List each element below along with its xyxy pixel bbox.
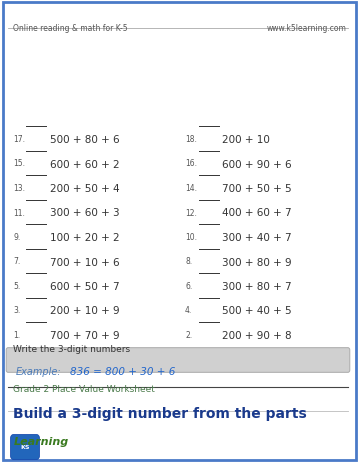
Text: 200 + 10: 200 + 10: [222, 135, 270, 144]
Text: 14.: 14.: [185, 184, 197, 193]
Text: Online reading & math for K-5: Online reading & math for K-5: [13, 24, 128, 33]
Text: 12.: 12.: [185, 208, 197, 217]
Text: 700 + 10 + 6: 700 + 10 + 6: [50, 257, 120, 267]
Text: 4.: 4.: [185, 306, 192, 315]
Text: 500 + 40 + 5: 500 + 40 + 5: [222, 306, 292, 316]
Text: 500 + 80 + 6: 500 + 80 + 6: [50, 135, 120, 144]
Text: 200 + 10 + 9: 200 + 10 + 9: [50, 306, 120, 316]
Text: 16.: 16.: [185, 159, 197, 168]
Text: Grade 2 Place Value Worksheet: Grade 2 Place Value Worksheet: [13, 384, 155, 393]
Text: 700 + 70 + 9: 700 + 70 + 9: [50, 330, 120, 340]
Text: 1.: 1.: [13, 330, 20, 339]
Text: 6.: 6.: [185, 282, 192, 290]
Text: 300 + 80 + 9: 300 + 80 + 9: [222, 257, 292, 267]
Text: 11.: 11.: [13, 208, 25, 217]
Text: 836 = 800 + 30 + 6: 836 = 800 + 30 + 6: [70, 366, 176, 376]
Text: Example:: Example:: [16, 366, 62, 376]
Text: www.k5learning.com: www.k5learning.com: [267, 24, 347, 33]
FancyBboxPatch shape: [6, 348, 350, 373]
Text: 8.: 8.: [185, 257, 192, 266]
Text: 600 + 50 + 7: 600 + 50 + 7: [50, 282, 120, 291]
Text: 300 + 60 + 3: 300 + 60 + 3: [50, 208, 120, 218]
Text: 7.: 7.: [13, 257, 20, 266]
Text: Build a 3-digit number from the parts: Build a 3-digit number from the parts: [13, 406, 307, 420]
FancyBboxPatch shape: [3, 3, 356, 460]
Text: 9.: 9.: [13, 232, 20, 242]
Text: 600 + 90 + 6: 600 + 90 + 6: [222, 159, 292, 169]
Text: Learning: Learning: [14, 436, 69, 446]
Text: 18.: 18.: [185, 135, 197, 144]
Text: Write the 3-digit numbers: Write the 3-digit numbers: [13, 344, 130, 353]
Text: 10.: 10.: [185, 232, 197, 242]
Text: 15.: 15.: [13, 159, 25, 168]
Text: 100 + 20 + 2: 100 + 20 + 2: [50, 232, 120, 243]
Text: 200 + 90 + 8: 200 + 90 + 8: [222, 330, 292, 340]
Text: KS: KS: [20, 444, 30, 450]
Text: 2.: 2.: [185, 330, 192, 339]
Text: 400 + 60 + 7: 400 + 60 + 7: [222, 208, 292, 218]
Text: 300 + 80 + 7: 300 + 80 + 7: [222, 282, 292, 291]
Text: 3.: 3.: [13, 306, 20, 315]
Text: 5.: 5.: [13, 282, 20, 290]
Text: 200 + 50 + 4: 200 + 50 + 4: [50, 184, 120, 194]
Text: 600 + 60 + 2: 600 + 60 + 2: [50, 159, 120, 169]
FancyBboxPatch shape: [10, 434, 39, 460]
Text: 300 + 40 + 7: 300 + 40 + 7: [222, 232, 292, 243]
Text: 13.: 13.: [13, 184, 25, 193]
Text: 700 + 50 + 5: 700 + 50 + 5: [222, 184, 292, 194]
Text: 17.: 17.: [13, 135, 25, 144]
